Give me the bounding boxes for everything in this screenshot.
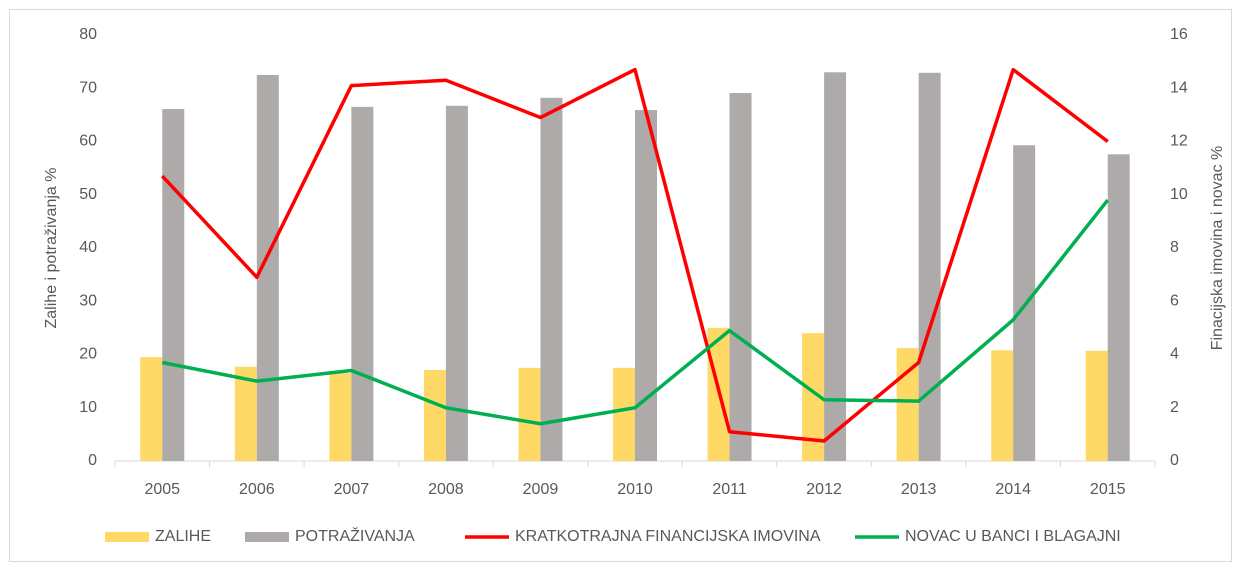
bar [540,97,563,462]
y2-tick-label: 14 [1170,79,1188,96]
y2-tick-label: 6 [1170,292,1179,309]
legend-label: NOVAC U BANCI I BLAGAJNI [905,528,1121,545]
bar [613,367,635,461]
y2-tick-label: 0 [1170,452,1179,469]
bar [256,74,279,461]
x-tick-label: 2013 [901,481,937,498]
x-tick-label: 2012 [806,481,842,498]
legend-label: ZALIHE [155,528,211,545]
bar [1107,154,1130,461]
bar [1013,145,1036,462]
bar [729,93,752,461]
y-tick-label: 50 [79,186,97,203]
bar [351,106,374,461]
x-tick-label: 2005 [144,481,180,498]
y2-axis-label: Finacijska imovina i novac % [1209,146,1226,351]
bar [162,109,185,461]
y2-tick-label: 8 [1170,239,1179,256]
x-tick-label: 2009 [523,481,559,498]
y-tick-label: 70 [79,79,97,96]
x-tick-label: 2006 [239,481,275,498]
x-tick-label: 2010 [617,481,653,498]
y2-tick-label: 2 [1170,399,1179,416]
y-tick-label: 80 [79,26,97,43]
bar [824,72,847,462]
y2-tick-label: 10 [1170,186,1188,203]
x-tick-label: 2011 [712,481,747,498]
y-tick-label: 40 [79,239,97,256]
bar [518,367,541,461]
legend-swatch [245,532,289,542]
x-tick-label: 2014 [995,481,1031,498]
x-tick-label: 2007 [334,481,370,498]
bar [234,366,257,461]
y2-tick-label: 12 [1170,133,1188,150]
y2-tick-label: 16 [1170,26,1188,43]
chart-frame [9,9,1232,562]
bar [991,350,1014,461]
y-tick-label: 0 [88,452,97,469]
legend-swatch [105,532,149,542]
y-tick-label: 20 [79,346,97,363]
y-axis-label: Zalihe i potraživanja % [43,168,60,329]
y-tick-label: 10 [79,399,97,416]
bar [140,357,163,461]
bar [445,105,468,461]
bar [1085,350,1108,461]
y2-tick-label: 4 [1170,346,1179,363]
bar [329,373,352,461]
y-tick-label: 30 [79,292,97,309]
legend-label: KRATKOTRAJNA FINANCIJSKA IMOVINA [515,528,821,545]
x-tick-label: 2008 [428,481,464,498]
bar [635,110,657,462]
bar [802,333,825,461]
bar [423,369,446,461]
x-tick-label: 2015 [1090,481,1126,498]
y-tick-label: 60 [79,133,97,150]
line-series [161,198,1110,426]
legend-label: POTRAŽIVANJA [295,526,415,545]
line-series [160,67,1109,443]
bar [918,72,941,462]
